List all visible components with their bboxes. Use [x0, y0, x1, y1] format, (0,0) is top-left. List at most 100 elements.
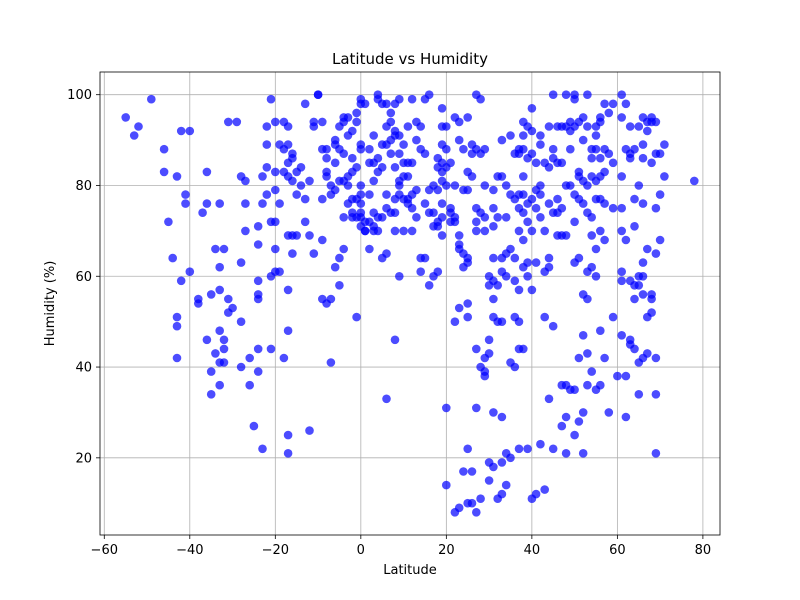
data-point [523, 258, 532, 267]
data-point [660, 140, 669, 149]
data-point [176, 276, 186, 286]
data-point [442, 144, 451, 154]
data-point [574, 253, 584, 263]
data-point [390, 226, 400, 236]
data-point [527, 194, 537, 204]
data-point [600, 167, 609, 177]
data-point [181, 199, 190, 208]
data-point [176, 126, 186, 136]
data-point [608, 99, 618, 109]
data-point [655, 149, 665, 158]
data-point [574, 417, 584, 426]
data-point [206, 290, 216, 299]
data-point [339, 244, 349, 254]
data-point [429, 208, 438, 217]
grid-lines [100, 72, 720, 535]
data-point [369, 131, 379, 140]
data-point [313, 90, 323, 99]
plot-frame [99, 71, 721, 536]
data-point [596, 153, 605, 163]
data-point [536, 140, 545, 149]
data-point [305, 231, 314, 240]
data-point [206, 367, 216, 376]
data-point [591, 131, 601, 140]
data-point [420, 253, 430, 263]
data-point [519, 172, 528, 181]
data-point [395, 131, 404, 140]
data-point [258, 199, 267, 208]
data-point [279, 353, 289, 363]
data-point [519, 344, 528, 354]
data-point [544, 394, 554, 404]
data-point [454, 231, 464, 240]
data-point [288, 153, 297, 163]
data-point [395, 149, 404, 158]
data-point [587, 231, 596, 240]
data-point [211, 349, 220, 358]
data-point [420, 149, 430, 158]
x-tick-label: −20 [262, 543, 289, 558]
data-point [258, 444, 267, 454]
data-point [600, 235, 609, 245]
data-point [300, 217, 310, 227]
data-point [561, 231, 571, 240]
data-point [339, 149, 349, 158]
data-point [219, 244, 229, 254]
data-point [489, 462, 498, 472]
data-point [288, 176, 297, 186]
data-point [621, 99, 631, 109]
y-tick-label: 60 [75, 270, 92, 285]
data-point [420, 199, 430, 208]
data-point [497, 412, 507, 422]
data-point [352, 163, 361, 172]
data-point [643, 349, 652, 358]
data-point [365, 144, 374, 154]
data-point [352, 312, 361, 322]
data-point [168, 253, 177, 263]
data-point [437, 231, 447, 240]
x-tick-label: −40 [176, 543, 203, 558]
data-points [121, 90, 699, 517]
data-point [617, 113, 626, 122]
data-point [121, 113, 130, 122]
data-point [655, 190, 665, 199]
data-point [557, 421, 567, 431]
data-point [300, 99, 310, 109]
data-point [591, 244, 601, 254]
data-point [519, 190, 528, 199]
data-point [215, 199, 224, 208]
data-point [651, 449, 661, 458]
y-axis-label: Humidity (%) [43, 261, 58, 347]
data-point [617, 267, 626, 277]
data-point [390, 208, 400, 217]
data-point [651, 249, 661, 258]
data-point [262, 140, 272, 149]
data-point [348, 126, 357, 136]
data-point [266, 344, 276, 354]
data-point [476, 94, 485, 104]
data-point [386, 117, 396, 127]
data-point [472, 508, 481, 517]
data-point [651, 390, 661, 399]
data-point [253, 222, 263, 231]
data-point [501, 181, 511, 190]
data-point [275, 199, 284, 208]
data-point [202, 167, 212, 177]
data-point [442, 480, 451, 490]
data-point [271, 244, 280, 254]
data-point [621, 412, 631, 422]
data-point [536, 213, 545, 222]
data-point [493, 281, 503, 290]
data-point [172, 172, 182, 181]
data-point [527, 285, 537, 295]
data-point [638, 140, 648, 149]
data-point [365, 244, 374, 254]
data-point [523, 444, 532, 454]
data-point [553, 194, 562, 204]
data-point [484, 476, 494, 485]
data-point [600, 99, 609, 109]
data-point [566, 144, 575, 154]
data-point [548, 90, 558, 99]
data-point [561, 449, 571, 458]
data-point [356, 190, 366, 199]
